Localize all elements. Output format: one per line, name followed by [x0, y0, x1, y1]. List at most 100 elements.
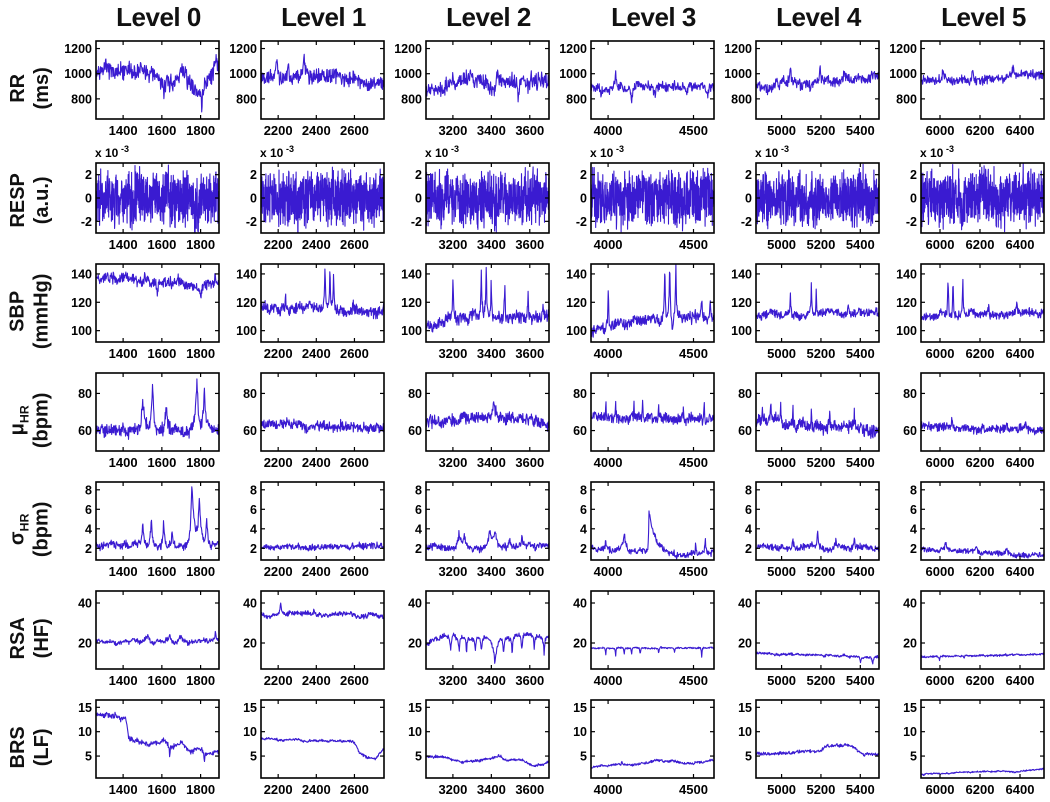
cell-rsa-level3: 4000 4500 20 40 [553, 584, 718, 693]
panel-sbp-level5: 6000 6200 6400 100 120 140 [896, 263, 1045, 361]
svg-text:3200: 3200 [438, 564, 467, 579]
cell-brs-level1: 2200 2400 2600 5 10 15 [223, 693, 388, 802]
svg-text:3400: 3400 [477, 782, 506, 797]
svg-text:2: 2 [415, 542, 422, 556]
svg-text:2: 2 [745, 542, 752, 556]
row-label-sigma_hr: σHR (bpm) [2, 475, 58, 584]
svg-text:800: 800 [401, 92, 422, 106]
svg-text:140: 140 [566, 267, 587, 281]
svg-text:10: 10 [243, 725, 257, 739]
cell-sbp-level2: 3200 3400 3600 100 120 140 [388, 257, 553, 366]
svg-text:5400: 5400 [846, 673, 875, 688]
svg-text:1000: 1000 [394, 67, 422, 81]
svg-text:3200: 3200 [438, 673, 467, 688]
cell-rsa-level5: 6000 6200 6400 20 40 [883, 584, 1048, 693]
svg-text:2600: 2600 [340, 346, 369, 361]
row-name: BRS [6, 726, 29, 769]
svg-text:5400: 5400 [846, 237, 875, 252]
column-title-level4: Level 4 [776, 1, 861, 32]
cell-mu_hr-level4: 5000 5200 5400 60 80 [718, 366, 883, 475]
svg-text:2200: 2200 [264, 346, 293, 361]
svg-text:1400: 1400 [109, 123, 138, 138]
svg-text:2600: 2600 [340, 564, 369, 579]
svg-text:6400: 6400 [1006, 564, 1035, 579]
row-unit: (bpm) [30, 501, 53, 558]
svg-text:120: 120 [401, 296, 422, 310]
row-name: SBP [6, 290, 29, 333]
row-unit: (a.u.) [30, 176, 53, 224]
panel-sigma_hr-level0: 1400 1600 1800 2 4 6 8 [85, 481, 220, 579]
svg-text:800: 800 [236, 92, 257, 106]
svg-text:5000: 5000 [767, 237, 796, 252]
svg-text:6: 6 [415, 503, 422, 517]
svg-text:8: 8 [580, 483, 587, 497]
svg-text:6: 6 [580, 503, 587, 517]
cell-sbp-level0: 1400 1600 1800 100 120 140 [58, 257, 223, 366]
row-name: RSA [6, 617, 29, 660]
svg-text:60: 60 [408, 424, 422, 438]
svg-text:6: 6 [85, 503, 92, 517]
svg-text:100: 100 [71, 324, 92, 338]
cell-mu_hr-level3: 4000 4500 60 80 [553, 366, 718, 475]
svg-text:1200: 1200 [889, 42, 917, 56]
cell-resp-level1: 2200 2400 2600 -2 0 2 x 10 -3 [223, 143, 388, 257]
panel-sbp-level3: 4000 4500 100 120 140 [566, 263, 715, 361]
panel-sigma_hr-level5: 6000 6200 6400 2 4 6 8 [910, 481, 1045, 579]
cell-rsa-level1: 2200 2400 2600 20 40 [223, 584, 388, 693]
cell-resp-level3: 4000 4500 -2 0 2 x 10 -3 [553, 143, 718, 257]
panel-rr-level4: 5000 5200 5400 800 1000 1200 [724, 40, 880, 138]
svg-text:5000: 5000 [767, 782, 796, 797]
svg-text:6: 6 [250, 503, 257, 517]
svg-text:4: 4 [910, 522, 917, 536]
cell-mu_hr-level5: 6000 6200 6400 60 80 [883, 366, 1048, 475]
column-title-level1: Level 1 [281, 1, 366, 32]
svg-text:3400: 3400 [477, 346, 506, 361]
svg-text:-3: -3 [946, 144, 954, 154]
svg-text:1200: 1200 [394, 42, 422, 56]
panel-mu_hr-level3: 4000 4500 60 80 [573, 372, 715, 470]
svg-text:-2: -2 [576, 215, 587, 229]
svg-text:x 10: x 10 [95, 146, 119, 160]
panel-resp-level4: 5000 5200 5400 -2 0 2x 10 -3 [741, 144, 880, 252]
svg-text:80: 80 [573, 387, 587, 401]
svg-text:5200: 5200 [806, 346, 835, 361]
svg-text:60: 60 [573, 424, 587, 438]
svg-text:5000: 5000 [767, 123, 796, 138]
svg-text:2400: 2400 [302, 673, 331, 688]
panel-mu_hr-level0: 1400 1600 1800 60 80 [78, 372, 220, 470]
row-name: μ [6, 423, 29, 436]
svg-text:4000: 4000 [594, 564, 623, 579]
svg-text:x 10: x 10 [590, 146, 614, 160]
panel-sbp-level4: 5000 5200 5400 100 120 140 [731, 263, 880, 361]
panel-brs-level0: 1400 1600 1800 5 10 15 [78, 699, 220, 797]
svg-text:5200: 5200 [806, 564, 835, 579]
svg-text:8: 8 [910, 483, 917, 497]
svg-text:x 10: x 10 [425, 146, 449, 160]
svg-text:40: 40 [738, 597, 752, 611]
svg-text:4500: 4500 [679, 346, 708, 361]
svg-text:1000: 1000 [64, 67, 92, 81]
svg-text:140: 140 [236, 267, 257, 281]
cell-sigma_hr-level0: 1400 1600 1800 2 4 6 8 [58, 475, 223, 584]
panel-mu_hr-level1: 2200 2400 2600 60 80 [243, 372, 385, 470]
svg-text:x 10: x 10 [920, 146, 944, 160]
panel-brs-level4: 5000 5200 5400 5 10 15 [738, 699, 880, 797]
svg-text:20: 20 [738, 637, 752, 651]
svg-text:40: 40 [408, 597, 422, 611]
svg-text:6000: 6000 [926, 123, 955, 138]
column-title-level3: Level 3 [611, 1, 696, 32]
svg-text:140: 140 [731, 267, 752, 281]
svg-text:2: 2 [250, 542, 257, 556]
svg-text:1600: 1600 [147, 455, 176, 470]
svg-text:15: 15 [78, 701, 92, 715]
svg-text:-3: -3 [451, 144, 459, 154]
svg-text:4500: 4500 [679, 782, 708, 797]
svg-text:1400: 1400 [109, 564, 138, 579]
cell-resp-level4: 5000 5200 5400 -2 0 2 x 10 -3 [718, 143, 883, 257]
row-label-resp: RESP (a.u.) [2, 143, 58, 257]
svg-text:6000: 6000 [926, 673, 955, 688]
svg-text:15: 15 [243, 701, 257, 715]
panel-rsa-level1: 2200 2400 2600 20 40 [243, 590, 385, 688]
cell-rr-level1: 2200 2400 2600 800 1000 1200 [223, 34, 388, 143]
